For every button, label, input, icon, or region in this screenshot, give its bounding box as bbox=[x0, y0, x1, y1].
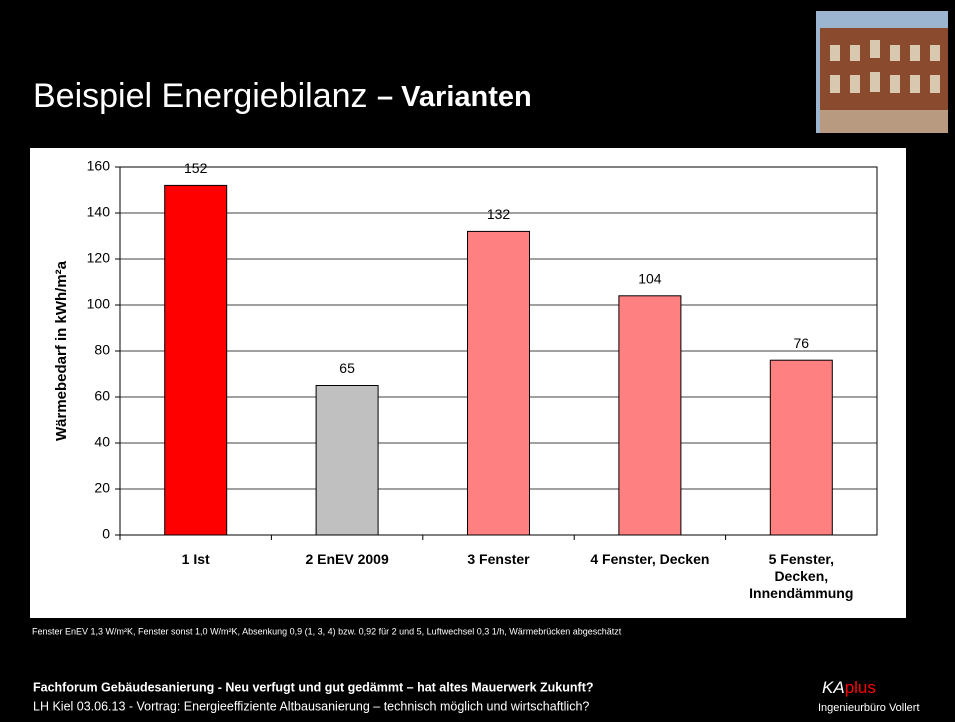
value-label: 132 bbox=[487, 206, 511, 222]
slide: Beispiel Energiebilanz – Varianten Fenst… bbox=[0, 0, 955, 722]
y-tick-label: 100 bbox=[87, 296, 111, 312]
title-main: Beispiel Energiebilanz bbox=[33, 77, 368, 115]
value-label: 152 bbox=[184, 160, 208, 176]
bar bbox=[770, 360, 832, 535]
slide-canvas: Beispiel Energiebilanz – Varianten Fenst… bbox=[0, 0, 955, 722]
title-emphasis: – Varianten bbox=[377, 81, 532, 113]
bar bbox=[316, 386, 378, 536]
x-tick-label: 3 Fenster bbox=[439, 551, 559, 568]
y-tick-label: 20 bbox=[94, 480, 110, 496]
brand-ka: KA bbox=[822, 678, 845, 697]
y-tick-label: 0 bbox=[102, 526, 110, 542]
footer-line: LH Kiel 03.06.13 - Vortrag: Energieeffiz… bbox=[33, 699, 589, 713]
x-tick-label: 5 Fenster, Decken, Innendämmung bbox=[741, 551, 861, 602]
bar bbox=[619, 296, 681, 535]
footer-line: Fachforum Gebäudesanierung - Neu verfugt… bbox=[33, 680, 594, 694]
value-label: 65 bbox=[339, 360, 355, 376]
y-tick-label: 60 bbox=[94, 388, 110, 404]
y-tick-label: 160 bbox=[87, 158, 111, 174]
slide-title: Beispiel Energiebilanz – Varianten bbox=[33, 77, 532, 115]
x-tick-label: 1 Ist bbox=[136, 551, 256, 568]
x-tick-label: 4 Fenster, Decken bbox=[590, 551, 710, 568]
brand: KAplus bbox=[822, 678, 876, 697]
y-tick-label: 40 bbox=[94, 434, 110, 450]
value-label: 104 bbox=[638, 271, 662, 287]
company: Ingenieurbüro Vollert bbox=[818, 702, 920, 714]
footnote: Fenster EnEV 1,3 W/m²K, Fenster sonst 1,… bbox=[32, 626, 622, 636]
y-axis-label: Wärmebedarf in kWh/m²a bbox=[53, 260, 70, 441]
bar bbox=[468, 231, 530, 535]
y-tick-label: 80 bbox=[94, 342, 110, 358]
y-tick-label: 120 bbox=[87, 250, 111, 266]
bar bbox=[165, 185, 227, 535]
y-tick-label: 140 bbox=[87, 204, 111, 220]
brand-plus: plus bbox=[845, 678, 876, 697]
value-label: 76 bbox=[794, 335, 810, 351]
x-tick-label: 2 EnEV 2009 bbox=[287, 551, 407, 568]
photo bbox=[816, 11, 948, 133]
